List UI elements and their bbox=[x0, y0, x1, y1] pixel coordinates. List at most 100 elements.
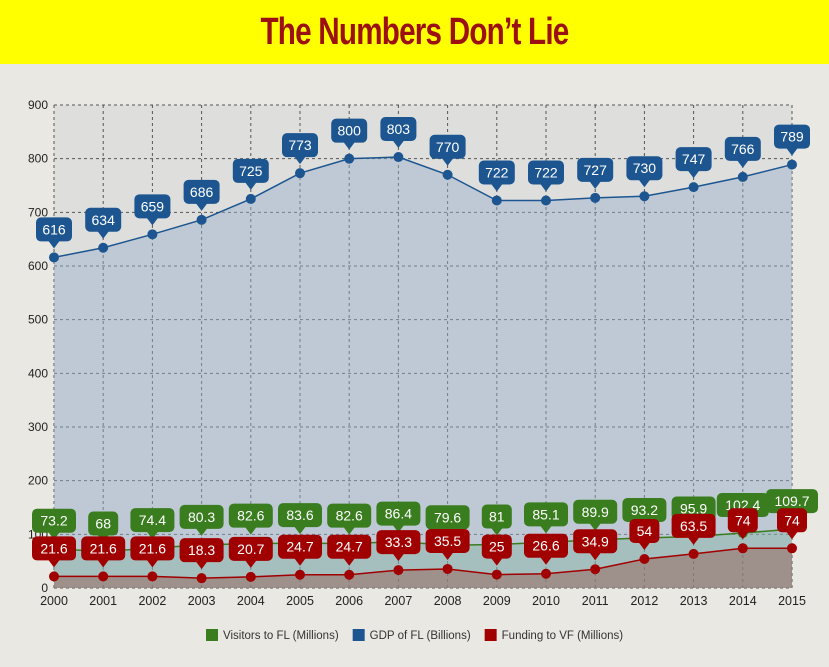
data-label: 21.6 bbox=[32, 536, 76, 568]
data-label: 800 bbox=[331, 118, 368, 150]
data-label-bubble bbox=[327, 503, 372, 528]
data-label-text: 800 bbox=[338, 123, 362, 139]
y-tick-label: 800 bbox=[28, 152, 48, 166]
data-label-pointer bbox=[490, 183, 503, 192]
y-tick-label: 300 bbox=[28, 420, 48, 434]
data-point bbox=[98, 242, 109, 253]
legend-item: Visitors to FL (Millions) bbox=[206, 629, 339, 642]
data-label: 89.9 bbox=[573, 499, 618, 531]
data-label-bubble bbox=[183, 179, 220, 204]
data-label-text: 634 bbox=[92, 212, 116, 228]
data-point bbox=[737, 543, 748, 554]
data-label-text: 770 bbox=[436, 139, 460, 155]
data-point bbox=[295, 168, 305, 179]
x-tick-label: 2003 bbox=[188, 594, 216, 608]
data-label-pointer bbox=[736, 531, 749, 540]
data-label-text: 74 bbox=[735, 512, 751, 528]
data-label-pointer bbox=[244, 559, 257, 568]
data-point bbox=[49, 252, 59, 263]
data-label-bubble bbox=[766, 489, 818, 514]
data-label-text: 24.7 bbox=[286, 539, 313, 555]
data-label: 80.3 bbox=[179, 504, 224, 536]
data-label: 82.6 bbox=[327, 503, 372, 535]
data-label-bubble bbox=[573, 529, 618, 554]
data-label-text: 766 bbox=[731, 141, 755, 157]
data-label-bubble bbox=[481, 534, 512, 559]
x-tick-label: 2009 bbox=[483, 594, 511, 608]
y-tick-label: 0 bbox=[41, 581, 48, 595]
data-label-text: 18.3 bbox=[188, 542, 215, 558]
data-label: 33.3 bbox=[376, 530, 421, 562]
data-point bbox=[393, 152, 404, 163]
data-label-pointer bbox=[48, 531, 60, 540]
y-tick-label: 500 bbox=[28, 313, 48, 327]
data-label-pointer bbox=[786, 147, 798, 156]
x-tick-label: 2000 bbox=[40, 594, 68, 608]
data-label-text: 79.6 bbox=[434, 509, 461, 525]
data-label-bubble bbox=[331, 118, 368, 143]
data-label-bubble bbox=[425, 528, 470, 553]
legend-label: GDP of FL (Billions) bbox=[370, 630, 471, 642]
data-label-bubble bbox=[626, 156, 663, 181]
y-tick-label: 700 bbox=[28, 205, 48, 219]
data-label-pointer bbox=[392, 553, 405, 562]
data-label: 770 bbox=[429, 134, 466, 166]
data-label: 34.9 bbox=[573, 529, 618, 561]
data-label-pointer bbox=[97, 559, 110, 568]
data-label-text: 24.7 bbox=[336, 539, 363, 555]
data-label-pointer bbox=[244, 526, 257, 535]
data-label-bubble bbox=[278, 503, 322, 528]
data-label-text: 74 bbox=[784, 512, 800, 528]
data-label: 722 bbox=[478, 160, 515, 192]
data-label: 659 bbox=[134, 194, 171, 226]
data-label-bubble bbox=[481, 504, 512, 529]
data-label-text: 730 bbox=[633, 160, 657, 176]
data-label-text: 659 bbox=[141, 198, 165, 214]
x-tick-label: 2006 bbox=[335, 594, 363, 608]
data-label: 24.7 bbox=[278, 534, 322, 566]
data-label-bubble bbox=[724, 136, 761, 161]
data-label-pointer bbox=[540, 525, 552, 534]
data-point bbox=[590, 192, 601, 203]
data-label-text: 82.6 bbox=[237, 508, 264, 524]
x-tick-label: 2004 bbox=[237, 594, 265, 608]
data-point bbox=[393, 565, 404, 576]
data-label-text: 81 bbox=[489, 509, 505, 525]
data-label: 24.7 bbox=[327, 534, 372, 566]
data-label-pointer bbox=[343, 526, 356, 535]
data-label-pointer bbox=[48, 240, 60, 249]
data-label: 81 bbox=[481, 504, 512, 536]
series-area bbox=[54, 548, 792, 588]
series-area bbox=[54, 157, 792, 588]
data-label-text: 82.6 bbox=[336, 508, 363, 524]
data-label-pointer bbox=[540, 556, 552, 565]
x-tick-label: 2001 bbox=[89, 594, 117, 608]
data-label-bubble bbox=[134, 194, 171, 219]
legend-swatch bbox=[352, 629, 365, 641]
y-tick-label: 900 bbox=[28, 98, 48, 112]
data-label-bubble bbox=[478, 160, 515, 185]
x-tick-label: 2011 bbox=[582, 594, 609, 608]
data-label: 18.3 bbox=[179, 538, 224, 570]
data-label-pointer bbox=[589, 552, 602, 561]
data-label-text: 803 bbox=[387, 121, 411, 137]
data-label-pointer bbox=[786, 531, 798, 540]
data-label: 725 bbox=[232, 158, 269, 190]
data-label-pointer bbox=[392, 524, 405, 533]
data-point bbox=[147, 229, 158, 240]
data-label: 26.6 bbox=[524, 533, 568, 565]
data-label-bubble bbox=[232, 158, 269, 183]
data-label-bubble bbox=[376, 530, 421, 555]
legend-swatch bbox=[206, 629, 218, 641]
data-label-text: 727 bbox=[584, 162, 608, 178]
data-label: 803 bbox=[380, 117, 417, 149]
data-label: 686 bbox=[183, 179, 220, 211]
page-title: The Numbers Don’t Lie bbox=[260, 10, 569, 53]
data-label: 74 bbox=[777, 508, 807, 540]
data-label-bubble bbox=[327, 534, 372, 559]
data-label-text: 686 bbox=[190, 184, 214, 200]
data-label-bubble bbox=[179, 504, 224, 529]
data-label-text: 25 bbox=[489, 539, 505, 555]
legend-item: GDP of FL (Billions) bbox=[352, 629, 471, 642]
data-label-text: 722 bbox=[534, 165, 558, 181]
